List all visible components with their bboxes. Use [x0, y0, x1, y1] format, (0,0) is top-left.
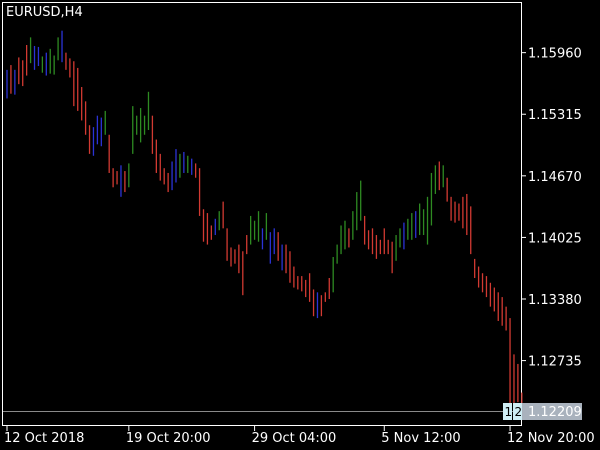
flag-1-bg — [503, 403, 512, 420]
x-tick-label: 12 Nov 20:00 — [507, 431, 595, 446]
x-axis: 12 Oct 2018 19 Oct 20:00 29 Oct 04:00 5 Nov… — [4, 426, 595, 446]
y-tick-label: 1.15960 — [528, 47, 582, 62]
flag-2[interactable]: 2 — [515, 405, 523, 419]
x-tick-label: 19 Oct 20:00 — [126, 431, 211, 446]
price-bars — [6, 30, 523, 412]
y-tick-label: 1.12735 — [528, 355, 582, 370]
current-price-label-bg — [522, 403, 582, 420]
plot-frame — [2, 2, 522, 426]
x-tick-label: 29 Oct 04:00 — [252, 431, 337, 446]
x-tick-label: 5 Nov 12:00 — [381, 431, 460, 446]
y-tick-label: 1.13380 — [528, 293, 582, 308]
y-axis: 1.15960 1.15315 1.14670 1.14025 1.13380 1.127… — [522, 47, 582, 370]
y-tick-label: 1.14670 — [528, 170, 582, 185]
flag-1[interactable]: 1 — [505, 405, 513, 419]
current-price-label: 1.12209 — [528, 405, 582, 420]
y-tick-label: 1.14025 — [528, 231, 582, 246]
chart-symbol-title: EURUSD,H4 — [6, 5, 83, 20]
x-tick-label: 12 Oct 2018 — [4, 431, 84, 446]
flag-2-bg — [513, 403, 522, 420]
y-tick-label: 1.15315 — [528, 108, 582, 123]
